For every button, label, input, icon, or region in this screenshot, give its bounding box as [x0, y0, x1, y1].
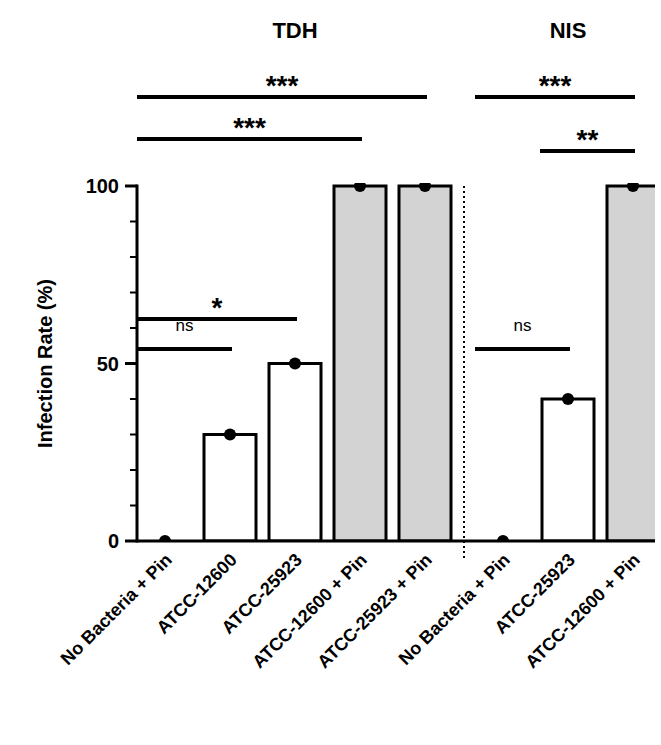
- significance-label: ***: [539, 70, 572, 101]
- y-tick: [125, 185, 137, 188]
- data-point: [354, 183, 366, 192]
- x-tick-label: ATCC-12600 + Pin: [521, 550, 643, 672]
- data-point: [562, 393, 574, 405]
- bar: [204, 435, 256, 542]
- x-axis-line: [137, 540, 655, 543]
- bar: [399, 186, 451, 541]
- x-tick-label: No Bacteria + Pin: [395, 550, 514, 669]
- y-axis-line: [136, 185, 139, 543]
- data-point: [419, 183, 431, 192]
- chart-container: 0 50 100 Infection Rate (%) No Bacteria + Pi…: [0, 0, 661, 745]
- y-tick: [125, 362, 137, 365]
- y-tick-label: 100: [86, 175, 119, 197]
- group-label: TDH: [272, 18, 317, 43]
- bar: [334, 186, 386, 541]
- y-axis-title: Infection Rate (%): [34, 279, 56, 448]
- significance-bracket: [475, 347, 570, 351]
- y-tick: [125, 540, 137, 543]
- significance-label: ***: [266, 70, 299, 101]
- data-point: [224, 429, 236, 441]
- group-separator: [463, 186, 465, 559]
- data-point: [289, 358, 301, 370]
- bars: [159, 183, 655, 541]
- significance-label: *: [212, 292, 223, 323]
- group-label: NIS: [550, 18, 587, 43]
- x-tick-label: ATCC-12600 + Pin: [248, 550, 370, 672]
- bar: [269, 364, 321, 542]
- significance-label: ***: [233, 112, 266, 143]
- significance-bracket: [137, 347, 232, 351]
- significance-label: **: [577, 124, 599, 155]
- y-tick-label: 50: [97, 353, 119, 375]
- chart-svg: 0 50 100 Infection Rate (%) No Bacteria + Pi…: [0, 0, 661, 745]
- x-tick-label: No Bacteria + Pin: [57, 550, 176, 669]
- bar: [542, 399, 594, 541]
- significance-label: ns: [514, 316, 532, 335]
- data-point: [627, 183, 639, 192]
- y-tick-label: 0: [108, 530, 119, 552]
- bar: [607, 186, 655, 541]
- significance-label: ns: [176, 316, 194, 335]
